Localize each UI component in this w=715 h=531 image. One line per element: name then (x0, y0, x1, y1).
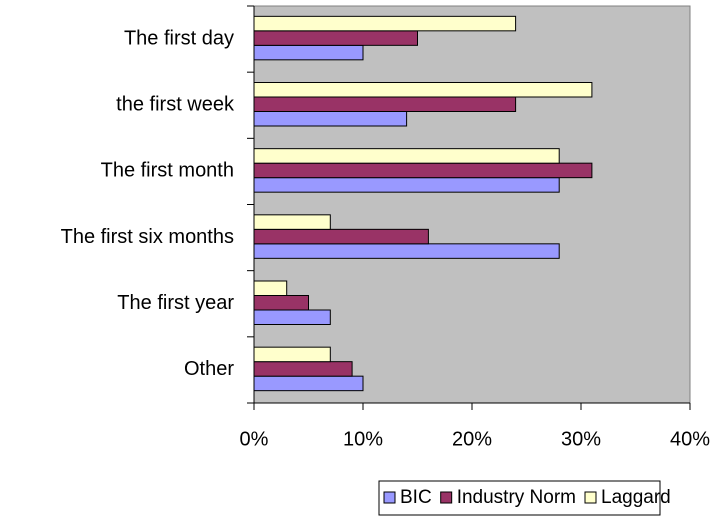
bar (253, 309, 331, 325)
y-tick-label: The first month (101, 160, 234, 182)
bar (253, 375, 364, 392)
bar (253, 15, 517, 32)
bar (253, 96, 517, 112)
bar (253, 111, 408, 127)
bar (253, 295, 309, 311)
bar (253, 44, 364, 61)
y-tick-label: The first year (117, 292, 234, 314)
bar (253, 228, 429, 245)
legend-label: Laggard (601, 487, 671, 508)
bar (253, 148, 560, 164)
x-tick-label: 20% (452, 428, 492, 450)
plot-background (253, 5, 691, 404)
legend-label: Industry Norm (457, 487, 576, 508)
legend-swatch (383, 491, 396, 504)
legend-swatch (584, 491, 597, 504)
y-tick-label: Other (184, 358, 234, 380)
x-tick-label: 10% (343, 428, 383, 450)
legend: BIC Industry Norm Laggard (378, 480, 671, 516)
bar (253, 30, 418, 46)
bar (253, 214, 331, 230)
y-tick-label: the first week (116, 94, 235, 116)
legend-box (378, 480, 661, 516)
bar (253, 243, 560, 259)
bar (253, 346, 331, 363)
x-tick-label: 40% (670, 428, 710, 450)
bar (253, 177, 560, 193)
legend-swatch (440, 491, 453, 504)
bar (253, 82, 593, 98)
x-tick-label: 0% (240, 428, 269, 450)
bar (253, 280, 288, 296)
y-tick-label: The first six months (61, 226, 234, 248)
legend-label: BIC (400, 487, 432, 508)
x-tick-label: 30% (561, 428, 601, 450)
bar (253, 361, 353, 377)
y-tick-label: The first day (124, 27, 234, 49)
bar (253, 162, 593, 179)
